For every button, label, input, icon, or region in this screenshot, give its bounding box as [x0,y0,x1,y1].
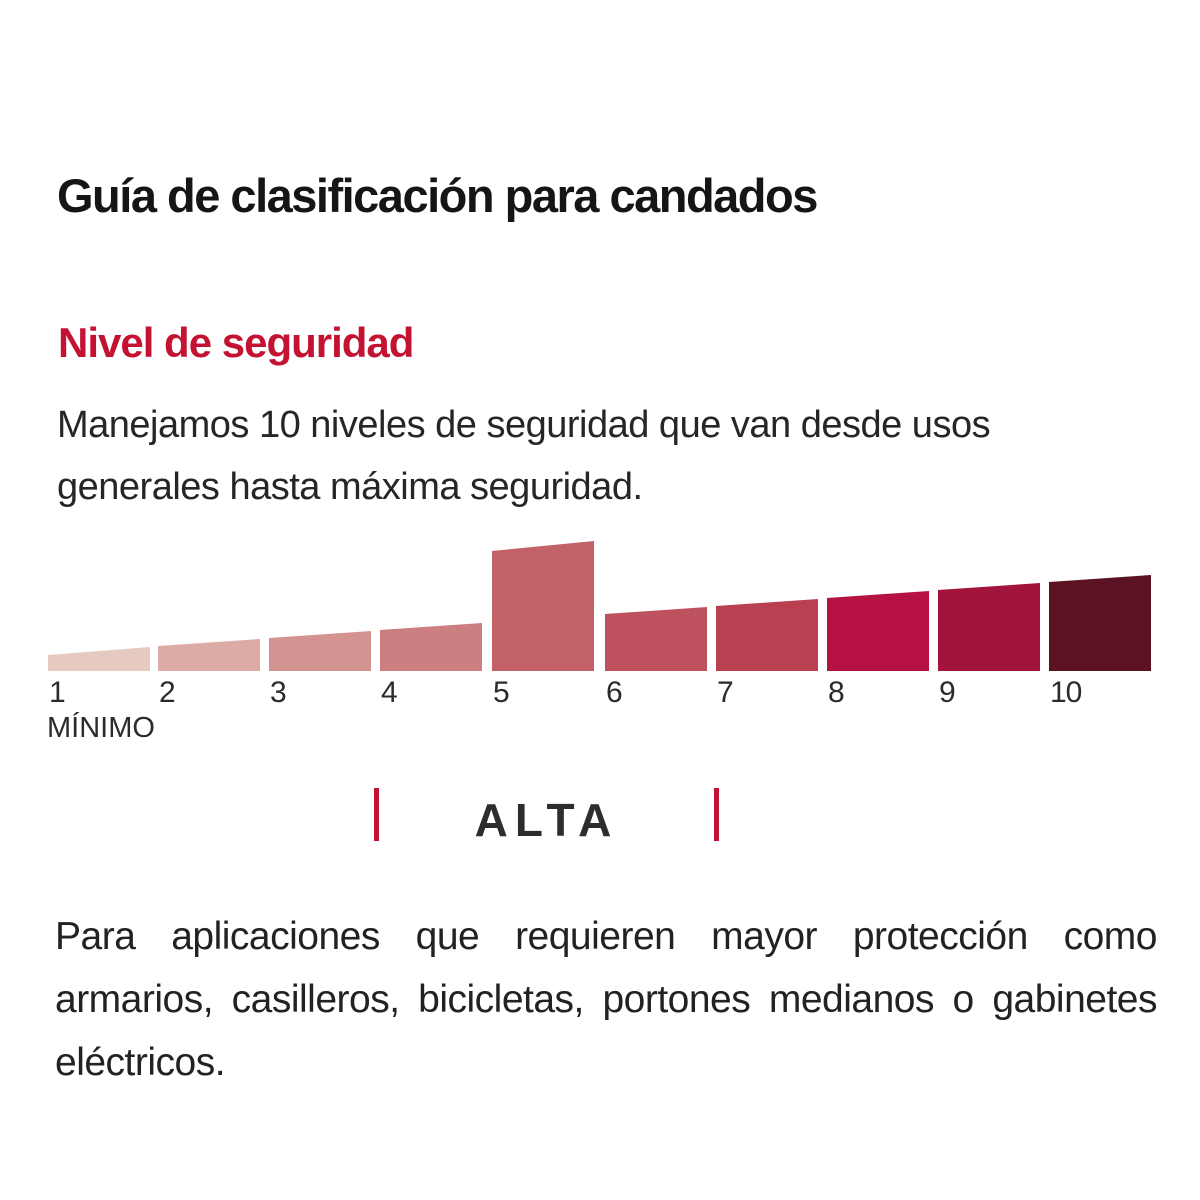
level-tick-label-1: 1 [49,676,65,709]
security-level-chart: 1 2 3 4 5 6 7 8 9 10 MÍNIMO [47,541,1151,744]
min-label: MÍNIMO [47,711,155,744]
level-bar-7 [716,599,818,671]
level-tick-label-2: 2 [159,676,175,709]
level-tick-label-8: 8 [828,676,844,709]
level-bar-6 [605,607,707,671]
level-bar-9 [938,583,1040,671]
level-tick-label-3: 3 [270,676,286,709]
zone-tick-left [374,788,379,841]
description-text: Para aplicaciones que requieren mayor pr… [55,915,1158,1084]
section-heading: Nivel de seguridad [58,318,414,366]
level-tick-label-5: 5 [493,676,509,709]
level-bar-2 [158,639,260,671]
level-bar-4 [380,623,482,671]
level-tick-label-9: 9 [939,676,955,709]
level-bar-10 [1049,575,1151,671]
zone-label: ALTA [474,794,619,846]
level-bar-5 [492,541,594,671]
page-title: Guía de clasificación para candados [57,169,818,223]
level-bar-3 [269,631,371,671]
level-tick-label-6: 6 [606,676,622,709]
level-tick-label-10: 10 [1050,676,1082,709]
level-bar-8 [827,591,929,671]
level-bar-1 [48,647,150,671]
intro-text: Manejamos 10 niveles de seguridad que va… [57,404,991,508]
zone-tick-right [714,788,719,841]
level-tick-label-4: 4 [381,676,397,709]
level-tick-label-7: 7 [717,676,733,709]
